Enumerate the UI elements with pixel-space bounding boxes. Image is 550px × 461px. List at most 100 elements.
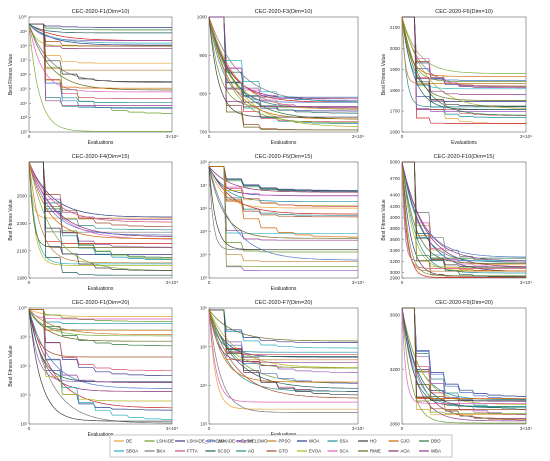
curve-22 (401, 16, 526, 74)
x-tick-label: 3×10⁴ (352, 134, 364, 139)
curve-20 (402, 161, 526, 278)
curve-8 (29, 161, 172, 233)
curve-16 (29, 309, 172, 420)
curve-1 (28, 161, 172, 219)
curve-21 (29, 23, 172, 106)
y-axis-label: Best Fitness Value (8, 54, 14, 96)
curve-24 (29, 23, 172, 83)
curve-21 (209, 166, 358, 241)
curve-2 (29, 23, 172, 28)
y-tick-label: 1800 (390, 88, 401, 93)
legend-item: AOA (388, 449, 410, 454)
y-tick-label: 900 (199, 53, 207, 58)
convergence-curves (208, 309, 359, 413)
y-tick-label: 10⁴ (20, 393, 27, 398)
y-tick-label: 10⁷ (20, 58, 27, 63)
legend-label: MELSWO (248, 439, 268, 444)
legend-item: SSA (327, 439, 348, 444)
y-tick-label: 3600 (390, 237, 401, 242)
curve-18 (209, 16, 358, 131)
curve-4 (28, 161, 172, 218)
y-tick-label: 10⁹ (20, 29, 27, 34)
legend-label: DE (126, 439, 132, 444)
legend-label: FTTA (187, 449, 198, 454)
curve-19 (28, 24, 172, 93)
legend-label: LSHADE-cnEpSin (218, 439, 254, 444)
y-tick-label: 1700 (390, 109, 401, 114)
y-tick-label: 800 (199, 91, 207, 96)
y-tick-label: 1900 (17, 276, 28, 281)
curve-6 (209, 166, 358, 216)
curve-10 (209, 16, 358, 101)
curve-16 (209, 16, 358, 102)
curve-21 (401, 161, 527, 262)
curve-24 (28, 309, 172, 422)
legend-label: GJO (401, 439, 411, 444)
plot-area (401, 307, 527, 425)
plot-area (208, 161, 359, 279)
curve-6 (208, 309, 358, 392)
curve-5 (29, 23, 172, 50)
curve-16 (209, 309, 358, 349)
curve-24 (402, 16, 526, 107)
y-tick-label: 10¹⁰ (19, 306, 28, 311)
y-tick-label: 10¹⁰ (19, 15, 28, 20)
convergence-curves (401, 161, 527, 278)
x-axis-label: Evaluations (271, 140, 297, 146)
y-tick-label: 10⁶ (20, 364, 27, 369)
legend-label: AO (248, 449, 255, 454)
curve-17 (401, 16, 526, 84)
curve-2 (29, 309, 172, 377)
x-tick-label: 3×10⁴ (166, 426, 178, 431)
y-axis-label: Best Fitness Value (381, 54, 387, 96)
curve-9 (209, 16, 358, 124)
curve-22 (28, 24, 172, 132)
y-axis-label: Best Fitness Value (8, 199, 14, 241)
curve-12 (29, 23, 172, 99)
curve-17 (402, 307, 526, 420)
curve-2 (209, 309, 358, 343)
x-axis-label: Evaluations (271, 286, 297, 292)
x-tick-label: 3×10⁴ (352, 426, 364, 431)
chart-title: CEC-2020-F5(Dim=15) (255, 154, 313, 160)
curve-17 (401, 161, 526, 272)
y-tick-label: 10⁸ (20, 43, 27, 48)
convergence-curves (401, 307, 526, 424)
curve-21 (209, 16, 358, 107)
curve-12 (29, 309, 172, 372)
curve-11 (29, 309, 172, 402)
x-tick-label: 3×10⁴ (520, 134, 532, 139)
curve-22 (28, 161, 172, 271)
x-tick-label: 0 (28, 280, 31, 285)
x-tick-label: 3×10⁴ (520, 426, 532, 431)
curve-22 (402, 307, 526, 414)
curve-19 (401, 307, 526, 404)
x-tick-label: 0 (208, 134, 211, 139)
curve-15 (208, 309, 358, 399)
chart-panel-3: CEC-2020-F6(Dim=10) 1600 1700 1800 1900 2000 2… (381, 9, 532, 146)
curve-5 (28, 309, 172, 392)
legend-item: LSHADE-cnEpSin (205, 439, 254, 444)
curve-11 (401, 307, 526, 405)
y-tick-label: 1600 (390, 130, 401, 135)
legend-label: LSHADE (157, 439, 175, 444)
plot-area (401, 161, 527, 279)
legend-label: RIME (370, 449, 381, 454)
legend-label: WBA (431, 449, 441, 454)
curve-23 (209, 166, 358, 238)
curve-16 (28, 161, 172, 265)
curve-7 (401, 161, 526, 278)
y-tick-label: 10⁶ (200, 206, 207, 211)
chart-title: CEC-2020-F3(Dim=10) (255, 9, 313, 15)
curve-16 (28, 23, 172, 44)
y-tick-label: 700 (199, 130, 207, 135)
curve-24 (402, 307, 526, 402)
legend-item: DE (114, 439, 132, 444)
y-tick-label: 10⁸ (20, 335, 27, 340)
legend-item: LSHADE (144, 439, 175, 444)
y-tick-label: 4400 (390, 193, 401, 198)
y-tick-label: 2100 (17, 248, 28, 253)
curve-20 (401, 16, 526, 110)
curve-12 (209, 16, 358, 123)
curve-13 (29, 309, 172, 347)
